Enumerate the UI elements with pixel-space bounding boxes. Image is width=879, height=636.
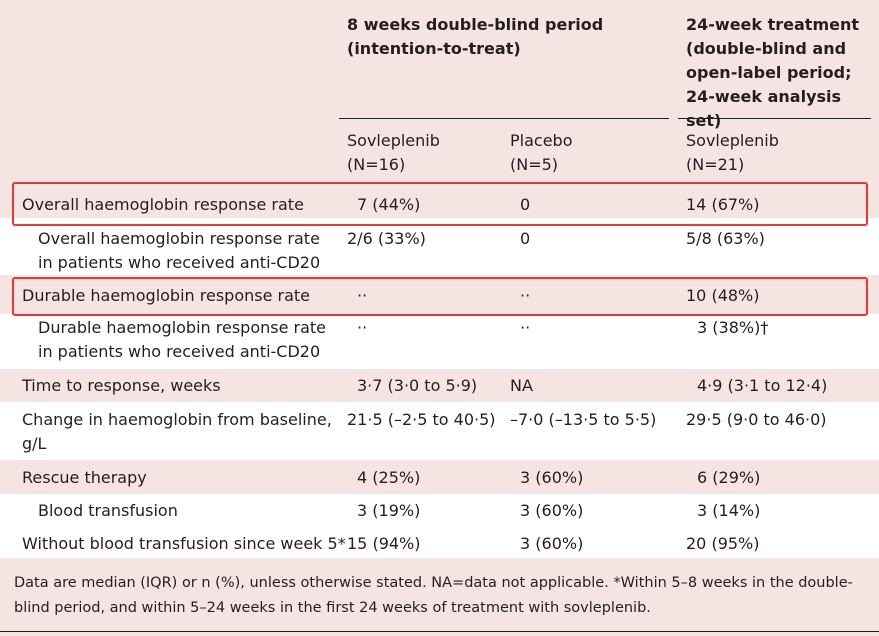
cell-sovleplenib-24wk: 4·9 (3·1 to 12·4) bbox=[697, 376, 828, 395]
cell-sovleplenib: 4 (25%) bbox=[357, 468, 421, 487]
cell-placebo: 3 (60%) bbox=[520, 501, 584, 520]
cell-sovleplenib: 3 (19%) bbox=[357, 501, 421, 520]
group-header-24-week: 24-week treatment (double-blind and open… bbox=[686, 15, 859, 130]
table-bottom-rule bbox=[0, 631, 879, 632]
cell-placebo: ·· bbox=[520, 286, 531, 305]
header-divider-right bbox=[678, 118, 871, 119]
row-label: Change in haemoglobin from baseline, g/L bbox=[22, 410, 332, 453]
cell-sovleplenib-24wk: 29·5 (9·0 to 46·0) bbox=[686, 410, 827, 429]
table-footnote: Data are median (IQR) or n (%), unless o… bbox=[14, 575, 853, 616]
column-header-sovleplenib-24wk: Sovleplenib (N=21) bbox=[686, 131, 779, 174]
column-header-sovleplenib-8wk: Sovleplenib (N=16) bbox=[347, 131, 440, 174]
cell-placebo: 0 bbox=[520, 229, 531, 248]
row-label: Without blood transfusion since week 5* bbox=[22, 534, 346, 553]
cell-sovleplenib-24wk: 14 (67%) bbox=[686, 195, 760, 214]
cell-sovleplenib: 21·5 (–2·5 to 40·5) bbox=[347, 410, 496, 429]
row-label: Time to response, weeks bbox=[22, 376, 221, 395]
row-label: Durable haemoglobin response rate in pat… bbox=[38, 318, 327, 361]
cell-placebo: ·· bbox=[520, 318, 531, 337]
row-label: Durable haemoglobin response rate bbox=[22, 286, 311, 305]
cell-placebo: –7·0 (–13·5 to 5·5) bbox=[510, 410, 657, 429]
row-label: Rescue therapy bbox=[22, 468, 147, 487]
row-label: Overall haemoglobin response rate bbox=[22, 195, 304, 214]
cell-placebo: 3 (60%) bbox=[520, 468, 584, 487]
row-band-anti-cd20 bbox=[0, 218, 879, 275]
cell-sovleplenib-24wk: 20 (95%) bbox=[686, 534, 760, 553]
row-band-blood-transfusion bbox=[0, 494, 879, 526]
cell-sovleplenib-24wk: 6 (29%) bbox=[697, 468, 761, 487]
column-header-placebo: Placebo (N=5) bbox=[510, 131, 573, 174]
cell-sovleplenib: 3·7 (3·0 to 5·9) bbox=[357, 376, 478, 395]
highlight-box-durable-response bbox=[12, 277, 868, 316]
cell-sovleplenib: ·· bbox=[357, 318, 368, 337]
cell-sovleplenib: 7 (44%) bbox=[357, 195, 421, 214]
row-label: Overall haemoglobin response rate in pat… bbox=[38, 229, 321, 272]
cell-placebo: 0 bbox=[520, 195, 531, 214]
group-header-double-blind: 8 weeks double-blind period (intention-t… bbox=[347, 15, 604, 58]
cell-sovleplenib-24wk: 5/8 (63%) bbox=[686, 229, 765, 248]
cell-sovleplenib-24wk: 3 (38%)† bbox=[697, 318, 769, 337]
header-divider-left bbox=[339, 118, 669, 119]
row-band-durable-anti-cd20 bbox=[0, 314, 879, 369]
row-band-change-hb bbox=[0, 402, 879, 460]
cell-sovleplenib-24wk: 3 (14%) bbox=[697, 501, 761, 520]
cell-sovleplenib-24wk: 10 (48%) bbox=[686, 286, 760, 305]
highlight-box-overall-response bbox=[12, 182, 868, 226]
row-band-without-transfusion bbox=[0, 526, 879, 558]
row-label: Blood transfusion bbox=[38, 501, 178, 520]
cell-sovleplenib: ·· bbox=[357, 286, 368, 305]
cell-placebo: NA bbox=[510, 376, 533, 395]
cell-sovleplenib: 15 (94%) bbox=[347, 534, 421, 553]
cell-sovleplenib: 2/6 (33%) bbox=[347, 229, 426, 248]
cell-placebo: 3 (60%) bbox=[520, 534, 584, 553]
